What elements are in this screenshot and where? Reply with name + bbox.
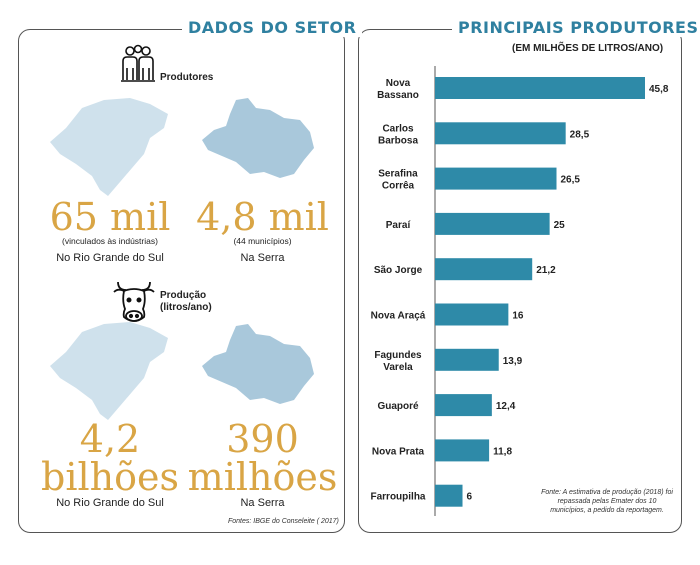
people-icon [121,44,155,82]
top-producers-title: PRINCIPAIS PRODUTORES [452,18,700,37]
serra-production-value: 390 milhões [185,420,340,496]
bar [435,122,566,145]
category-label: Paraí [386,220,412,231]
bar [435,167,557,190]
producers-bar-chart: 45,8 Nova Bassano 28,5 Carlos Barbosa 26,5 Sera… [370,66,669,516]
rs-production-value: 4,2 bilhões [30,420,190,496]
serra-production-value-line1: 390 [226,417,299,461]
rs-producers-value: 65 mil [49,195,171,239]
bar [435,258,533,281]
rio-grande-do-sul-map [50,322,168,420]
bar-value-label: 13,9 [503,356,523,367]
producers-label: Produtores [160,72,214,83]
chart-subtitle: (EM MILHÕES DE LITROS/ANO) [512,43,664,54]
serra-producers-place: Na Serra [240,252,285,264]
category-label: Carlos Barbosa [378,123,418,146]
bar [435,77,645,99]
category-label: Serafina Corrêa [378,169,418,192]
bar-value-label: 26,5 [561,175,581,186]
sector-data-title: DADOS DO SETOR [182,18,363,37]
rs-production-place: No Rio Grande do Sul [56,497,164,509]
category-label: Farroupilha [370,492,425,503]
bar-value-label: 6 [467,492,473,503]
production-label: Produção (litros/ano) [160,290,212,314]
sector-data-panel [18,29,345,533]
rs-production-value-line2: bilhões [41,455,179,499]
serra-production-place: Na Serra [240,497,285,509]
production-label-line1: Produção [160,290,207,301]
bar-value-label: 11,8 [493,446,512,457]
category-label: Nova Prata [372,446,425,457]
bar [435,439,490,462]
bar-value-label: 25 [554,220,566,231]
serra-region-map [202,98,314,178]
bar [435,394,492,417]
production-label-line2: (litros/ano) [160,302,212,313]
top-producers-panel [358,29,682,533]
bar-value-label: 45,8 [649,84,669,95]
rs-production-value-line1: 4,2 [79,417,141,461]
category-label: Fagundes Varela [374,350,422,373]
rs-producers-note: (vinculados às indústrias) [62,236,158,246]
bar-value-label: 21,2 [536,265,556,276]
category-label: Nova Araçá [371,311,426,322]
bar [435,303,509,326]
serra-production-value-line2: milhões [187,455,338,499]
serra-producers-value: 4,8 mil [196,195,329,239]
category-label: Guaporé [377,401,419,412]
category-label: Nova Bassano [377,78,419,101]
rs-producers-place: No Rio Grande do Sul [56,252,164,264]
bar-value-label: 16 [512,311,524,322]
bar-value-label: 28,5 [570,129,590,140]
sector-data-source: Fontes: IBGE do Conseleite ( 2017) [228,518,339,525]
rio-grande-do-sul-map [50,98,168,196]
cow-icon [113,281,155,322]
bar [435,212,550,235]
bar [435,484,463,507]
bar [435,348,499,371]
category-label: São Jorge [374,265,423,276]
bar-value-label: 12,4 [496,401,516,412]
serra-region-map [202,324,314,404]
serra-producers-note: (44 municípios) [233,236,292,246]
chart-source-note: Fonte: A estimativa de produção (2018) f… [541,489,673,515]
